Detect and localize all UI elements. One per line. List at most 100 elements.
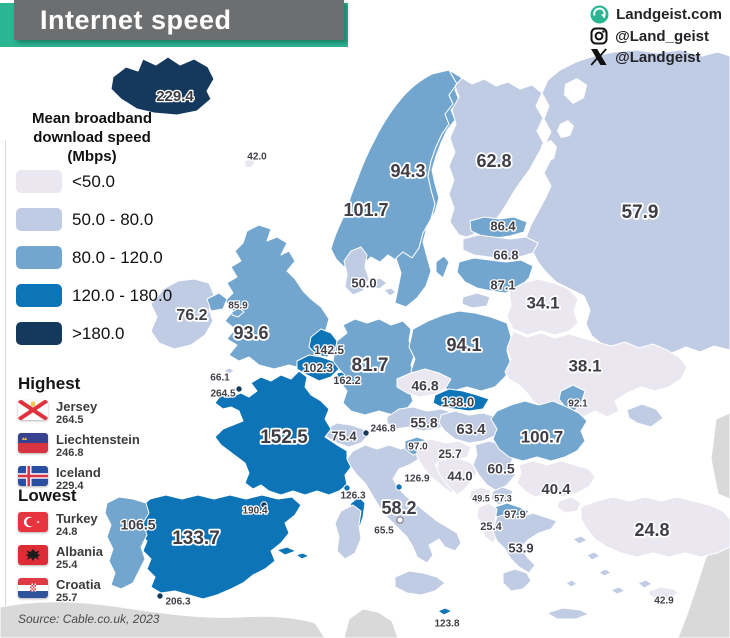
value-label-turkey: 24.8 [634,520,669,540]
country-slovakia [432,388,490,412]
value-label-portugal: 106.5 [120,517,155,533]
country-malta [437,607,453,616]
value-label-vatican-city: 65.5 [374,526,394,537]
value-label-monaco: 126.3 [340,491,365,502]
value-label-north-macedonia: 97.9 [504,509,525,521]
country-montenegro [468,486,492,506]
value-label-kosovo: 57.3 [494,493,512,503]
value-label-malta: 123.8 [434,619,459,630]
non-mapped-land [0,412,730,638]
value-label-romania: 100.7 [521,427,564,446]
lowest-entry-turkey: Turkey 24.8 [18,512,158,538]
lowest-entry-albania: Albania 25.4 [18,545,158,571]
value-label-france: 152.5 [260,427,308,448]
liechtenstein-flag-icon [18,433,48,454]
value-label-netherlands: 142.5 [314,343,344,357]
legend-swatch-3 [16,246,62,269]
value-label-belgium: 102.3 [303,361,333,375]
country-cyprus [648,586,680,600]
instagram-label: @Land_geist [615,27,709,45]
value-label-jersey: 264.5 [210,389,235,400]
country-bosnia [436,456,480,496]
value-label-poland: 94.1 [446,335,481,355]
value-label-isle-of-man: 85.9 [228,301,248,312]
value-label-andorra: 190.4 [242,506,267,517]
value-label-austria: 55.8 [410,415,437,431]
instagram-icon [590,27,608,45]
highest-country-1: Jersey [56,399,98,414]
value-label-sweden: 94.3 [390,161,425,181]
value-label-guernsey: 66.1 [210,373,230,384]
value-label-cyprus: 42.9 [654,596,674,607]
value-label-greece: 53.9 [508,540,533,555]
country-denmark [343,246,370,296]
value-label-faroe-islands: 42.0 [247,152,267,163]
country-latvia [462,234,539,260]
value-label-luxembourg: 162.2 [333,375,361,387]
country-switzerland [324,422,370,448]
highest-entry-jersey: Jersey 264.5 [18,400,158,426]
country-denmark-isles2 [383,287,397,297]
country-turkey [580,496,730,558]
country-balearics [276,546,297,556]
country-belgium [296,354,340,382]
lowest-value-1: 24.8 [56,525,78,538]
value-label-russia: 57.9 [622,202,659,223]
value-label-spain: 133.7 [172,528,220,549]
greek-island-4 [565,579,578,588]
x-twitter-icon [590,48,608,66]
x-label: @Landgeist [615,48,701,66]
source-credit: Source: Cable.co.uk, 2023 [18,612,160,626]
greek-island-6 [637,579,653,589]
country-greece [492,512,558,574]
x-link: @Landgeist [590,48,722,66]
value-label-norway: 101.7 [343,200,388,220]
value-label-finland: 62.8 [476,151,511,171]
value-label-denmark: 50.0 [351,275,376,290]
website-label: Landgeist.com [616,6,722,23]
country-czechia [396,368,452,398]
value-label-montenegro: 49.5 [472,493,490,503]
value-label-germany: 81.7 [352,355,389,376]
value-label-italy: 58.2 [381,498,416,518]
legend-swatch-5 [16,322,62,345]
legend-swatch-1 [16,170,62,193]
legend-row-4: 120.0 - 180.0 [16,284,172,307]
country-guernsey [223,367,235,375]
legend-label-5: >180.0 [72,323,125,343]
value-label-ukraine: 38.1 [568,356,601,375]
country-sicily [394,570,446,596]
greek-island-2 [586,551,601,561]
lowest-list: Lowest Turkey 24.8 Albania 25.4 [18,486,158,612]
title-banner: Internet speed [14,0,344,40]
lowest-value-3: 25.7 [56,592,78,605]
lowest-title: Lowest [18,486,77,505]
country-ireland [150,278,215,350]
country-germany [332,318,416,416]
website-link: Landgeist.com [590,5,722,24]
country-finland [448,77,545,238]
turkey-flag-icon [18,512,48,532]
highest-list: Highest Jersey 264.5 Liechtenstein 246.8 [18,374,158,500]
lakes [539,78,587,162]
country-france [214,370,352,496]
value-label-switzerland: 75.4 [331,428,357,443]
country-portugal [104,496,150,590]
lowest-value-2: 25.4 [56,558,78,571]
value-label-serbia: 60.5 [487,461,514,477]
value-label-estonia: 86.4 [490,218,516,233]
country-denmark-isles [369,277,388,290]
albania-flag-icon [18,545,48,566]
country-spain [134,494,302,600]
value-label-bosnia-and-herzegovina: 44.0 [447,468,472,483]
greek-island-1 [572,535,588,545]
country-faroe [243,157,256,169]
value-label-croatia: 25.7 [438,447,462,461]
highest-entry-iceland: Iceland 229.4 [18,466,158,492]
landgeist-logo-icon [590,5,609,24]
monaco-marker [343,484,351,492]
value-label-czechia: 46.8 [411,378,438,394]
country-sweden [394,69,463,308]
